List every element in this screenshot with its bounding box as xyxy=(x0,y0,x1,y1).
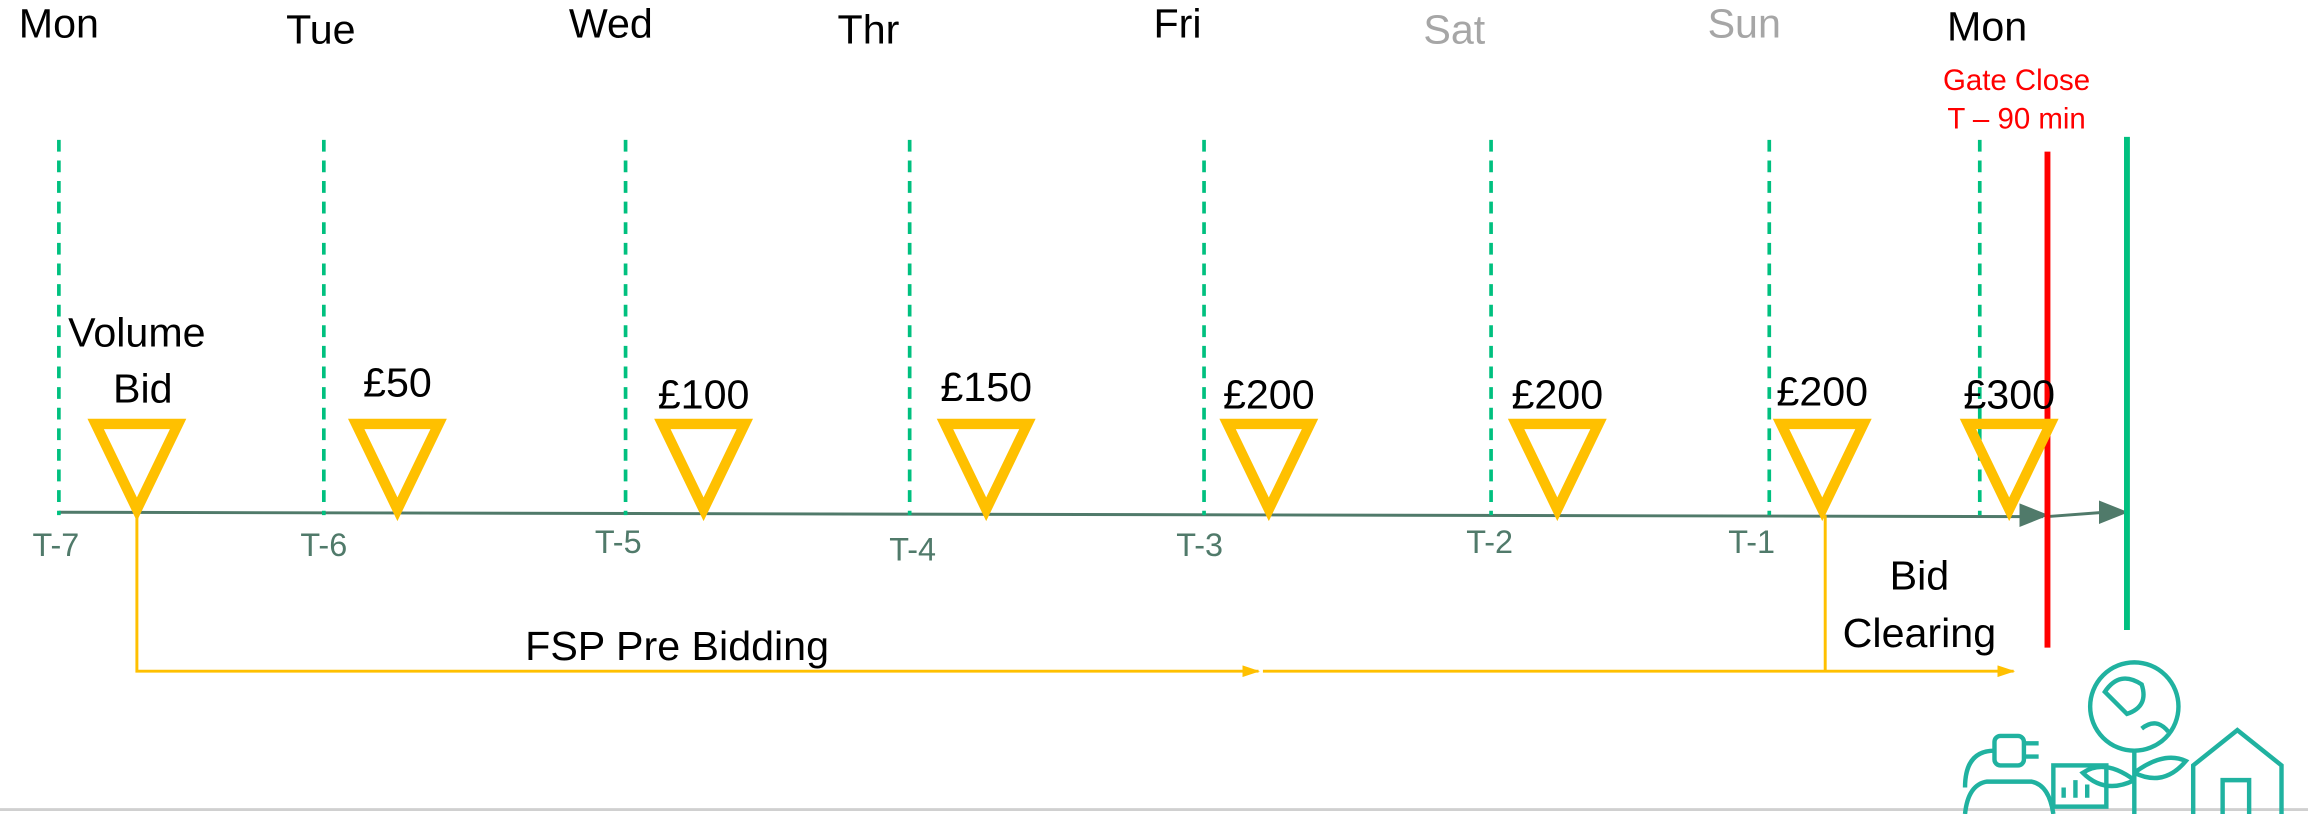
bid-price: £300 xyxy=(1963,371,2055,417)
bid-price: £200 xyxy=(1511,371,1603,417)
volume-bid-label: Bid xyxy=(113,365,173,411)
bid-marker xyxy=(1959,418,2059,522)
t-label: T-2 xyxy=(1466,524,1513,560)
bid-marker xyxy=(654,418,754,522)
pre-bidding-arrow xyxy=(135,512,1260,678)
bid-price: £200 xyxy=(1223,371,1315,417)
bid-price: £100 xyxy=(658,371,750,417)
day-label: Tue xyxy=(286,6,355,52)
bid-clearing-label: Clearing xyxy=(1843,610,1996,656)
day-label: Wed xyxy=(569,0,653,46)
bid-marker xyxy=(1772,418,1872,522)
bid-marker xyxy=(87,418,187,522)
pre-bidding-label: FSP Pre Bidding xyxy=(525,623,829,669)
bid-price: £200 xyxy=(1776,368,1868,414)
day-label: Mon xyxy=(19,0,99,46)
timeline-axis-ext xyxy=(2045,510,2105,519)
timeline-axis xyxy=(58,510,2044,519)
bid-price: £150 xyxy=(940,364,1032,410)
bid-price: £50 xyxy=(363,360,432,406)
gate-close-label: Gate Close xyxy=(1943,64,2090,97)
day-label: Mon xyxy=(1947,3,2027,49)
bid-marker xyxy=(1219,418,1319,522)
t-label: T-5 xyxy=(595,524,642,560)
bid-marker xyxy=(348,418,447,522)
gate-close-label: T – 90 min xyxy=(1947,102,2085,135)
t-label: T-4 xyxy=(889,532,936,568)
t-label: T-3 xyxy=(1176,527,1223,563)
day-label: Sun xyxy=(1708,0,1781,46)
t-label: T-6 xyxy=(300,527,347,563)
bid-marker xyxy=(1507,418,1607,522)
t-label: T-7 xyxy=(33,527,80,563)
volume-bid-label: Volume xyxy=(68,310,205,356)
bid-clearing-label: Bid xyxy=(1890,552,1950,598)
axis-arrow xyxy=(2019,503,2049,527)
bid-marker xyxy=(936,418,1036,522)
day-label: Thr xyxy=(838,6,900,52)
t-label: T-1 xyxy=(1728,524,1775,560)
day-label: Fri xyxy=(1154,0,1202,46)
axis-arrow xyxy=(2098,500,2129,525)
energy-icon xyxy=(1962,660,2284,814)
day-label: Sat xyxy=(1423,6,1485,52)
